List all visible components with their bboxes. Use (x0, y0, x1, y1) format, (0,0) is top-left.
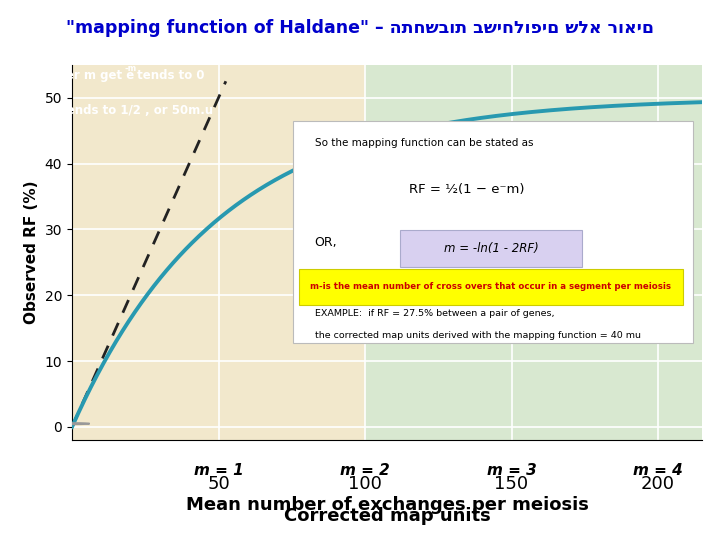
Text: m = 1: m = 1 (194, 463, 243, 478)
Text: m = 3: m = 3 (487, 463, 536, 478)
Text: m = 2: m = 2 (340, 463, 390, 478)
Text: EXAMPLE:  if RF = 27.5% between a pair of genes,: EXAMPLE: if RF = 27.5% between a pair of… (315, 309, 554, 318)
Text: m-is the mean number of cross overs that occur in a segment per meiosis: m-is the mean number of cross overs that… (310, 282, 672, 292)
FancyBboxPatch shape (292, 121, 693, 342)
FancyBboxPatch shape (400, 230, 582, 267)
Bar (365, 45, 702, 440)
Text: the corrected map units derived with the mapping function = 40 mu: the corrected map units derived with the… (315, 331, 641, 340)
FancyBboxPatch shape (299, 269, 683, 305)
Text: tends to 0: tends to 0 (132, 70, 204, 83)
Text: RF = ½(1 − e⁻m): RF = ½(1 − e⁻m) (409, 183, 525, 196)
Y-axis label: Observed RF (%): Observed RF (%) (24, 181, 39, 324)
Text: Corrected map units: Corrected map units (284, 507, 490, 524)
Text: Mean number of exchanges per meiosis: Mean number of exchanges per meiosis (186, 496, 588, 514)
Text: m = -ln(1 - 2RF): m = -ln(1 - 2RF) (444, 242, 539, 255)
Text: 50: 50 (207, 476, 230, 494)
Text: m = 4: m = 4 (633, 463, 683, 478)
Text: The larger m get e: The larger m get e (12, 70, 135, 83)
Text: -m: -m (125, 64, 138, 72)
Text: and RF tends to 1/2 , or 50m.u: and RF tends to 1/2 , or 50m.u (12, 104, 214, 117)
Text: OR,: OR, (315, 235, 337, 248)
Text: 200: 200 (641, 476, 675, 494)
Text: 100: 100 (348, 476, 382, 494)
Text: 150: 150 (495, 476, 528, 494)
Text: "mapping function of Haldane" – התחשבות בשיחלופים שלא רואים: "mapping function of Haldane" – התחשבות … (66, 19, 654, 37)
Text: So the mapping function can be stated as: So the mapping function can be stated as (315, 138, 533, 148)
Circle shape (60, 423, 89, 424)
